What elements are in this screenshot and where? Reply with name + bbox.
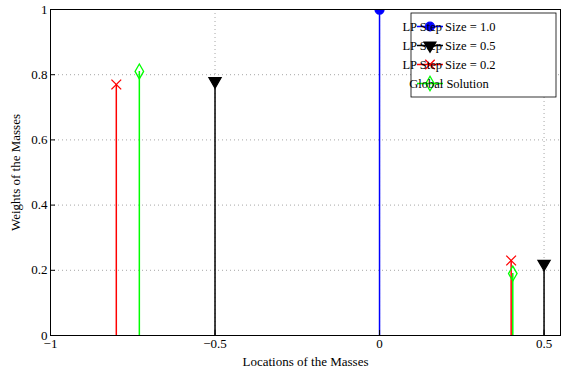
- svg-text:−1: −1: [43, 335, 58, 351]
- svg-text:0.8: 0.8: [31, 67, 47, 82]
- svg-text:−0.5: −0.5: [203, 336, 227, 351]
- svg-text:LP Step Size = 0.2: LP Step Size = 0.2: [402, 58, 495, 72]
- svg-text:0.6: 0.6: [31, 132, 48, 147]
- svg-text:LP Step Size = 1.0: LP Step Size = 1.0: [402, 20, 495, 34]
- svg-text:Weights of the Masses: Weights of the Masses: [8, 114, 23, 231]
- svg-text:Global Solution: Global Solution: [409, 77, 489, 91]
- svg-text:0: 0: [376, 336, 383, 351]
- svg-text:0.5: 0.5: [536, 336, 552, 351]
- svg-text:0.4: 0.4: [31, 197, 48, 212]
- svg-text:1: 1: [41, 2, 48, 17]
- svg-text:LP Step Size = 0.5: LP Step Size = 0.5: [402, 39, 495, 53]
- svg-text:0.2: 0.2: [31, 262, 47, 277]
- svg-text:0: 0: [41, 328, 48, 343]
- svg-text:Locations of the Masses: Locations of the Masses: [242, 354, 368, 369]
